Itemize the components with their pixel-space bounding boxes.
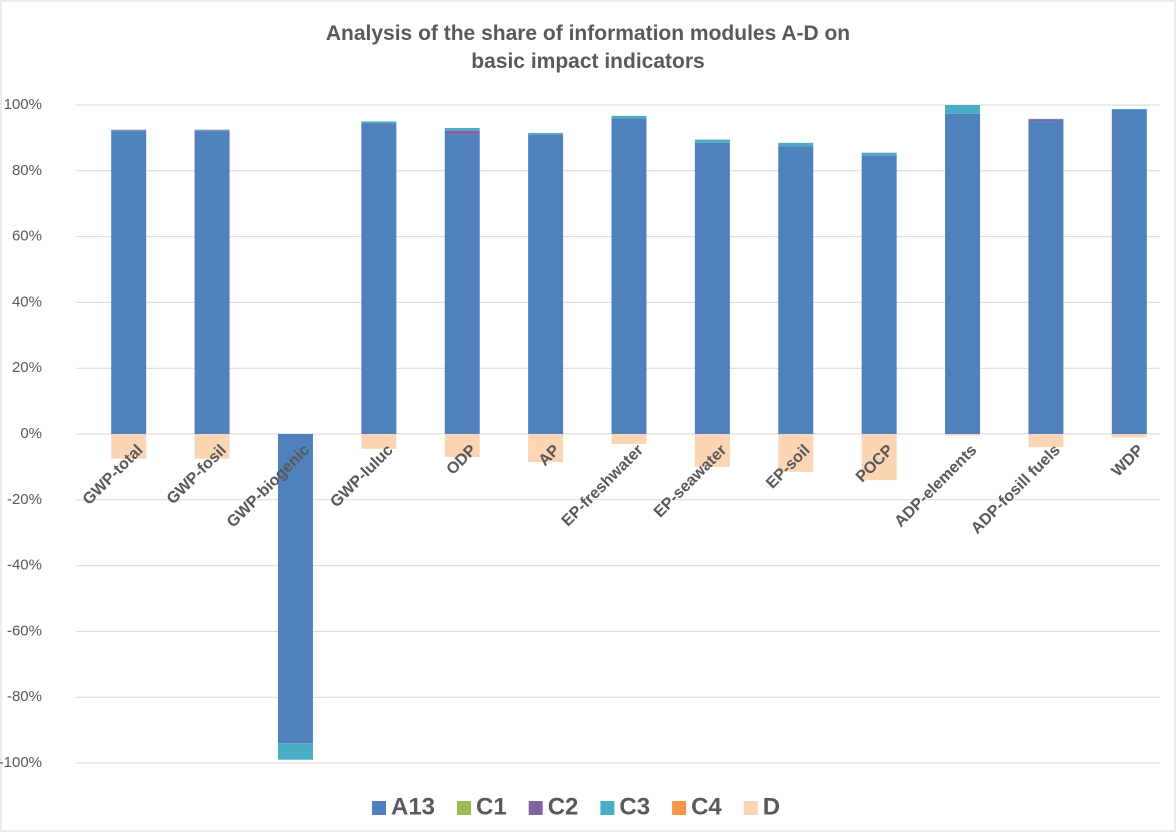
bar-segment xyxy=(778,142,814,147)
legend-label: C3 xyxy=(619,793,650,820)
legend-label: A13 xyxy=(391,793,435,820)
bar-segment xyxy=(111,131,147,434)
legend-swatch xyxy=(372,801,386,815)
bar-segment xyxy=(861,155,897,434)
bar-segment xyxy=(694,139,730,143)
bar-segment xyxy=(945,105,981,114)
bar-segment xyxy=(1028,119,1064,122)
bar-segment xyxy=(611,118,647,434)
bar-segment xyxy=(945,113,981,435)
bar-segment xyxy=(611,434,647,444)
bar-segment xyxy=(111,434,147,459)
bar-segment xyxy=(528,434,564,462)
legend-label: C4 xyxy=(691,793,722,820)
bar-segment xyxy=(528,132,564,135)
bar-segment xyxy=(1111,108,1147,110)
legend-swatch xyxy=(743,801,758,815)
bar-segment xyxy=(1111,109,1147,434)
bar-segment xyxy=(194,129,230,131)
y-tick-label: -20% xyxy=(7,491,42,508)
bar-segment xyxy=(694,434,730,467)
y-tick-label: -60% xyxy=(7,622,42,639)
chart-title: Analysis of the share of information mod… xyxy=(325,22,851,73)
bar-segment xyxy=(778,146,814,434)
y-tick-label: 60% xyxy=(12,228,42,245)
bar-segment xyxy=(945,434,981,436)
y-tick-label: 100% xyxy=(4,96,42,113)
y-tick-label: 80% xyxy=(12,162,42,179)
bar-segment xyxy=(194,130,230,132)
legend-label: D xyxy=(763,793,780,820)
bar-segment xyxy=(861,152,897,156)
y-tick-label: 40% xyxy=(12,293,42,310)
bar-segment xyxy=(277,743,313,760)
bar-segment xyxy=(861,434,897,481)
y-tick-label: -80% xyxy=(7,688,42,705)
bar-segment xyxy=(361,121,397,124)
legend-swatch xyxy=(600,801,615,815)
y-tick-label: -100% xyxy=(0,754,42,771)
bar-segment xyxy=(611,115,647,119)
legend-swatch xyxy=(672,801,687,815)
y-tick-label: 20% xyxy=(12,359,42,376)
bar-segment xyxy=(1028,434,1064,448)
bar-segment xyxy=(111,130,147,132)
bar-segment xyxy=(1028,118,1064,120)
bar-segment xyxy=(1111,434,1147,438)
y-tick-label: 0% xyxy=(20,425,42,442)
bar-segment xyxy=(361,434,397,449)
bar-segment xyxy=(444,128,480,131)
bar-segment xyxy=(1028,121,1064,434)
bar-segment xyxy=(778,434,814,472)
bar-segment xyxy=(444,130,480,135)
bar-segment xyxy=(444,434,480,458)
bar-segment xyxy=(444,134,480,435)
legend-label: C2 xyxy=(548,793,579,820)
legend-swatch xyxy=(457,801,472,815)
bar-segment xyxy=(111,129,147,131)
bar-segment xyxy=(528,134,564,435)
bar-segment xyxy=(361,123,397,434)
bar-segment xyxy=(277,434,313,744)
legend-swatch xyxy=(528,801,543,815)
bar-segment xyxy=(694,142,730,434)
legend-label: C1 xyxy=(476,793,507,820)
bar-segment xyxy=(194,131,230,434)
bar-segment xyxy=(194,434,230,459)
y-tick-label: -40% xyxy=(7,557,42,574)
